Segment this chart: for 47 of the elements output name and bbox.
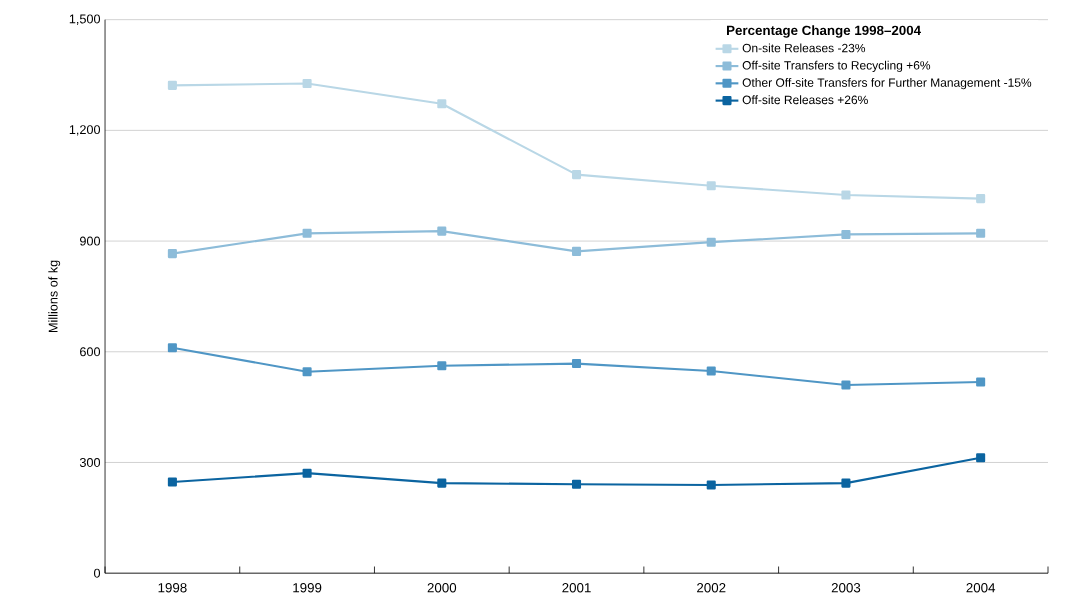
x-tick-label: 2002 xyxy=(697,582,726,593)
x-tick-label: 2001 xyxy=(562,582,591,593)
point xyxy=(706,237,716,247)
point xyxy=(706,366,716,376)
point xyxy=(302,78,312,88)
x-tick-label: 2004 xyxy=(966,582,996,593)
point xyxy=(571,170,582,180)
point xyxy=(437,361,447,371)
point xyxy=(302,228,312,238)
legend-label: Other Off-site Transfers for Further Management -15% xyxy=(742,77,1032,90)
legend-label: Off-site Transfers to Recycling +6% xyxy=(742,60,931,72)
point xyxy=(571,358,582,369)
point xyxy=(976,228,986,238)
y-tick-label: 0 xyxy=(94,568,101,578)
legend-label: On-site Releases -23% xyxy=(742,43,866,53)
y-tick-label: 300 xyxy=(79,457,101,467)
point xyxy=(437,226,447,236)
point xyxy=(167,80,177,90)
point xyxy=(841,190,851,200)
point xyxy=(571,246,582,256)
point xyxy=(437,99,447,109)
point xyxy=(706,181,716,191)
point xyxy=(302,468,312,478)
y-tick-label: 1,200 xyxy=(69,125,101,136)
point xyxy=(167,477,177,487)
x-tick-label: 2000 xyxy=(427,582,457,593)
point xyxy=(167,343,177,353)
x-tick-label: 2003 xyxy=(831,582,861,593)
point xyxy=(302,367,312,377)
y-tick-label: 1,500 xyxy=(69,14,101,25)
point xyxy=(976,194,986,204)
legend-label: Off-site Releases +26% xyxy=(742,95,868,105)
point xyxy=(437,478,447,488)
legend-title: Percentage Change 1998–2004 xyxy=(727,25,921,38)
x-tick-label: 1999 xyxy=(293,582,322,593)
point xyxy=(706,480,716,490)
x-tick-label: 1998 xyxy=(158,582,187,593)
y-tick-label: 900 xyxy=(79,236,101,246)
point xyxy=(841,229,851,239)
point xyxy=(167,248,177,259)
point xyxy=(976,377,986,387)
y-axis-title: Millions of kg xyxy=(48,260,61,332)
point xyxy=(841,478,851,488)
point xyxy=(976,453,986,463)
point xyxy=(571,479,582,489)
point xyxy=(841,380,851,390)
y-tick-label: 600 xyxy=(80,347,101,357)
